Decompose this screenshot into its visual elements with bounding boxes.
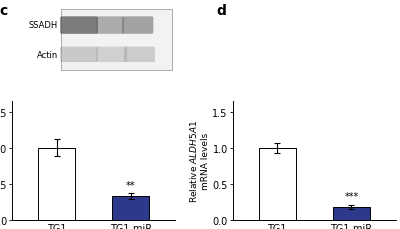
Text: c: c [0, 3, 7, 17]
FancyBboxPatch shape [122, 17, 153, 35]
Text: **: ** [126, 180, 136, 190]
FancyBboxPatch shape [96, 17, 124, 35]
Text: Actin: Actin [36, 51, 58, 60]
FancyBboxPatch shape [96, 47, 127, 63]
FancyBboxPatch shape [60, 17, 98, 35]
FancyBboxPatch shape [60, 47, 98, 63]
Text: ***: *** [344, 192, 358, 202]
Text: d: d [216, 3, 226, 17]
Bar [61, 10, 172, 71]
Bar [333, 207, 370, 220]
Bar [38, 148, 75, 220]
Y-axis label: Relative $ALDH5A1$
mRNA levels: Relative $ALDH5A1$ mRNA levels [188, 119, 210, 202]
FancyBboxPatch shape [124, 47, 155, 63]
Bar [258, 148, 296, 220]
Text: SSADH: SSADH [28, 21, 58, 30]
Bar [112, 196, 150, 220]
